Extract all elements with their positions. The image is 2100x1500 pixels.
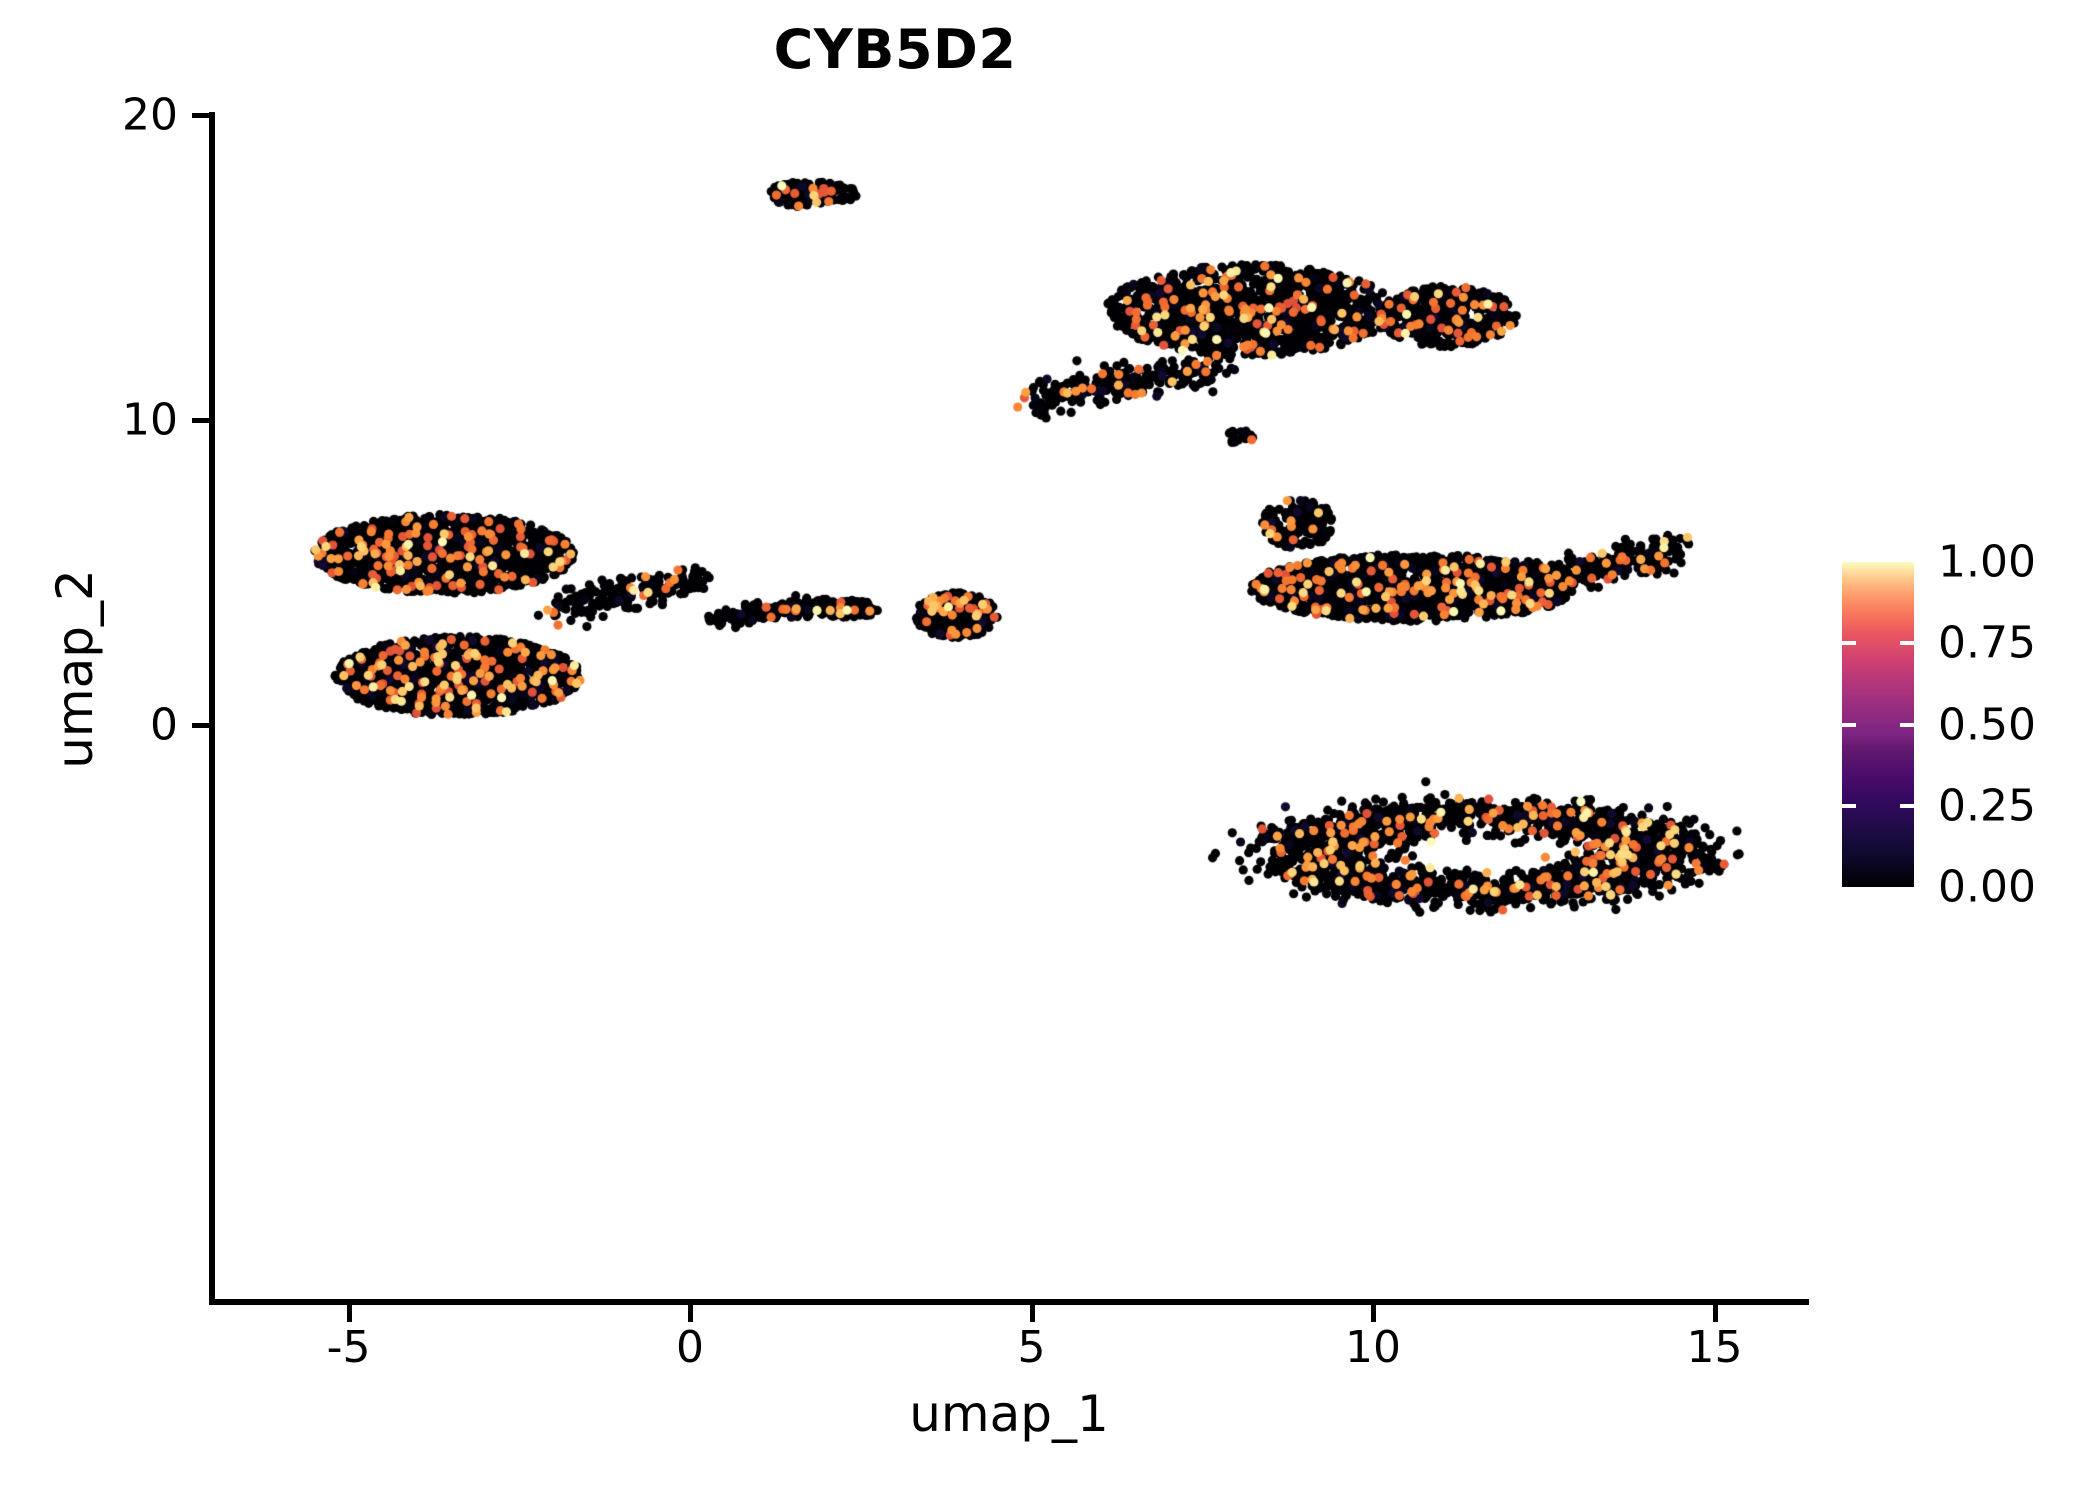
y-tick-mark	[192, 418, 209, 423]
colorbar-tick-mark	[1842, 641, 1856, 646]
x-tick-mark	[688, 1305, 693, 1322]
x-tick-label: -5	[326, 1322, 371, 1373]
x-tick-label: 5	[1017, 1322, 1046, 1373]
x-tick-label: 0	[676, 1322, 704, 1373]
x-tick-mark	[1712, 1305, 1718, 1322]
colorbar-tick-mark	[1842, 803, 1856, 808]
y-tick-label: 20	[122, 89, 178, 141]
y-tick-label: 10	[122, 394, 178, 446]
colorbar-tick-mark	[1900, 641, 1914, 646]
y-tick-mark	[192, 723, 209, 728]
y-tick-label: 0	[150, 699, 178, 751]
x-tick-label: 10	[1345, 1322, 1401, 1373]
colorbar-tick-mark	[1900, 803, 1914, 808]
x-axis-label: umap_1	[909, 1385, 1109, 1443]
colorbar-tick-mark	[1842, 722, 1856, 727]
x-tick-mark	[346, 1305, 352, 1322]
scatter-points-canvas	[212, 115, 1802, 1305]
scatter-plot-area[interactable]	[212, 115, 1802, 1305]
y-axis-label: umap_2	[46, 569, 104, 769]
x-tick-mark	[1029, 1305, 1035, 1322]
colorbar-tick-label: 0.75	[1938, 617, 2036, 669]
page-title: CYB5D2	[773, 18, 1017, 81]
colorbar-tick-label: 0.25	[1938, 780, 2036, 832]
x-tick-mark	[1371, 1305, 1376, 1322]
x-tick-label: 15	[1686, 1322, 1743, 1373]
y-axis-spine	[209, 112, 215, 1305]
colorbar-tick-mark	[1900, 722, 1914, 727]
x-axis-spine	[209, 1299, 1809, 1305]
colorbar-tick-label: 0.50	[1938, 699, 2036, 750]
y-tick-mark	[192, 113, 209, 118]
colorbar-tick-label: 0.00	[1938, 861, 2036, 913]
colorbar-tick-label: 1.00	[1938, 536, 2036, 588]
